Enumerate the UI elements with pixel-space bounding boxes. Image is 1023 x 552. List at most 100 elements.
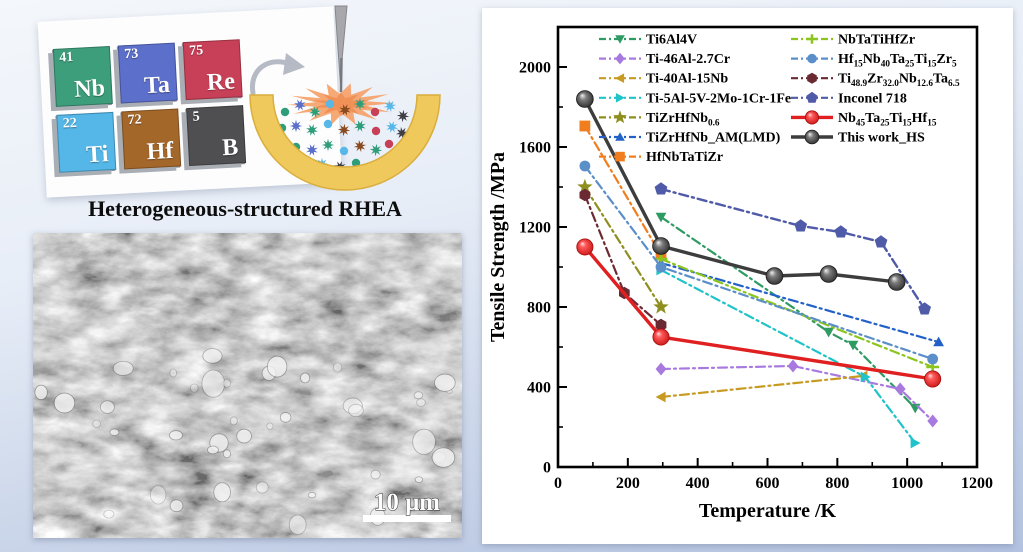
- legend-label-6: HfNbTaTiZr: [646, 150, 723, 165]
- chart-panel: 0 200 400 600 800 1000 1200 0 400 800 1200 1600 2000…: [482, 8, 1013, 544]
- series-line-12: [583, 97, 899, 284]
- legend-marker-5: [615, 132, 625, 141]
- micrograph-image: 10 μm: [33, 233, 462, 538]
- crucible-icon: [249, 94, 441, 191]
- legend-item-0: Ti6Al4V: [599, 33, 697, 48]
- series-marker-11: [652, 328, 670, 346]
- legend-marker-2: [615, 73, 625, 83]
- legend-marker-1: [615, 52, 625, 65]
- series-marker-10: [654, 182, 668, 195]
- series-marker-10: [874, 235, 888, 248]
- series-line-6: [583, 124, 663, 257]
- chart-series: [576, 90, 944, 449]
- series-marker-10: [918, 302, 931, 315]
- series-marker-12: [652, 237, 670, 255]
- series-marker-10: [834, 225, 848, 238]
- y-tick-label: 400: [527, 380, 551, 397]
- legend-label-11: Nb45Ta25Ti15Hf15: [838, 111, 937, 128]
- series-line-9: [583, 193, 663, 327]
- series-marker-1: [655, 362, 667, 376]
- x-tick-label: 0: [554, 475, 562, 492]
- series-line-2: [659, 374, 864, 399]
- x-tick-label: 400: [686, 475, 710, 492]
- legend-marker-3: [615, 93, 625, 103]
- legend-label-12: This work_HS: [838, 131, 925, 146]
- chart-axes: 0 200 400 600 800 1000 1200 0 400 800 1200 1600 2000…: [487, 60, 993, 523]
- y-axis-title: Tensile Strength /MPa: [487, 152, 509, 342]
- legend-item-1: Ti-46Al-2.7Cr: [599, 52, 730, 67]
- x-tick-label: 600: [756, 475, 780, 492]
- legend-label-4: TiZrHfNb0.6: [646, 111, 720, 128]
- series-marker-9: [579, 188, 591, 202]
- scale-bar: 10 μm: [363, 489, 451, 522]
- legend-label-8: Hf15Nb40Ta25Ti15Zr5: [838, 52, 957, 69]
- y-tick-label: 800: [527, 300, 551, 317]
- series-marker-1: [894, 382, 906, 396]
- melt-spark-icon: [287, 83, 395, 125]
- x-axis-title: Temperature /K: [699, 500, 837, 522]
- legend-marker-0: [615, 35, 625, 44]
- legend-item-11: Nb45Ta25Ti15Hf15: [791, 110, 937, 128]
- legend-item-9: Ti48.9Zr32.0Nb12.6Ta6.5: [791, 72, 960, 89]
- legend-label-7: NbTaTiHfZr: [838, 33, 915, 48]
- legend-marker-10: [806, 91, 818, 103]
- x-tick-label: 1200: [961, 475, 993, 492]
- plot-frame: [556, 25, 979, 469]
- series-marker-0: [847, 340, 859, 351]
- series-marker-5: [933, 336, 944, 347]
- series-marker-12: [576, 90, 594, 108]
- legend-item-4: TiZrHfNb0.6: [599, 110, 720, 127]
- series-marker-8: [927, 353, 939, 365]
- series-marker-12: [819, 265, 838, 283]
- series-marker-11: [924, 370, 942, 388]
- legend-item-2: Ti-40Al-15Nb: [599, 72, 728, 87]
- series-line-5: [659, 261, 940, 344]
- y-tick-label: 1600: [519, 140, 551, 157]
- legend-label-1: Ti-46Al-2.7Cr: [646, 52, 730, 67]
- legend-label-10: Inconel 718: [838, 91, 907, 106]
- legend-marker-7: [806, 34, 818, 44]
- series-marker-1: [787, 359, 799, 373]
- y-tick-label: 0: [543, 460, 551, 477]
- legend-marker-8: [807, 53, 817, 64]
- legend-label-9: Ti48.9Zr32.0Nb12.6Ta6.5: [838, 72, 960, 89]
- series-marker-3: [860, 371, 871, 383]
- legend-item-5: TiZrHfNb_AM(LMD): [599, 131, 781, 146]
- legend-item-7: NbTaTiHfZr: [791, 33, 915, 48]
- series-marker-11: [576, 238, 594, 256]
- series-marker-6: [579, 120, 591, 132]
- legend-item-8: Hf15Nb40Ta25Ti15Zr5: [791, 52, 957, 69]
- y-tick-label: 1200: [519, 220, 551, 237]
- melting-illustration-svg: [249, 5, 441, 191]
- legend-marker-11: [804, 110, 820, 125]
- series-line-11: [583, 245, 935, 381]
- legend-item-3: Ti-5Al-5V-2Mo-1Cr-1Fe: [599, 91, 791, 106]
- series-marker-4: [577, 178, 593, 194]
- legend-marker-4: [613, 110, 627, 124]
- series-marker-12: [887, 273, 906, 291]
- legend-marker-12: [804, 129, 820, 145]
- series-marker-10: [794, 219, 808, 232]
- series-marker-0: [655, 212, 667, 223]
- curved-arrow-icon: [249, 53, 305, 96]
- series-marker-0: [823, 327, 834, 338]
- series-line-4: [583, 185, 663, 309]
- legend-marker-9: [807, 72, 817, 84]
- legend-label-0: Ti6Al4V: [646, 33, 697, 48]
- series-marker-3: [910, 437, 921, 449]
- illustration-caption: Heterogeneous-structured RHEA: [88, 196, 402, 221]
- series-line-8: [583, 164, 934, 361]
- legend-label-3: Ti-5Al-5V-2Mo-1Cr-1Fe: [646, 91, 791, 106]
- series-marker-2: [655, 391, 666, 403]
- x-tick-label: 800: [825, 475, 849, 492]
- series-marker-8: [579, 160, 591, 172]
- series-marker-9: [655, 318, 667, 332]
- legend-marker-6: [615, 151, 625, 162]
- electrode-needle-icon: [334, 5, 348, 93]
- recrystallized-grains: [34, 348, 456, 535]
- y-tick-label: 2000: [519, 60, 551, 77]
- series-marker-8: [655, 261, 667, 273]
- legend-item-12: This work_HS: [791, 129, 925, 146]
- x-tick-label: 200: [616, 475, 640, 492]
